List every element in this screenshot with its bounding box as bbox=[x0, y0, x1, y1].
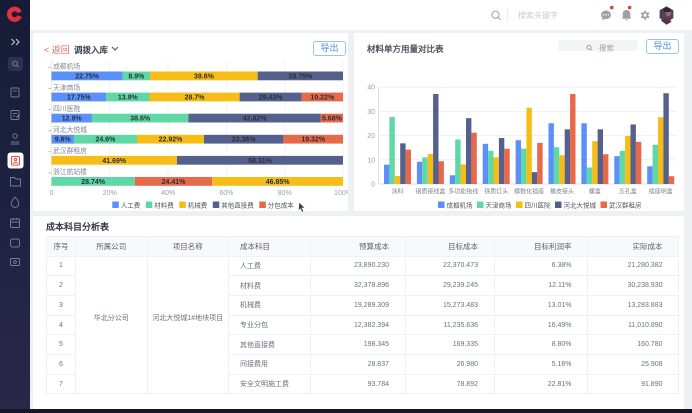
svg-text:浙江航站楼: 浙江航站楼 bbox=[53, 167, 87, 176]
svg-text:24.41%: 24.41% bbox=[162, 179, 187, 186]
svg-text:河北大悦城: 河北大悦城 bbox=[53, 125, 87, 134]
svg-text:螺盒: 螺盒 bbox=[589, 188, 601, 196]
svg-text:12.9%: 12.9% bbox=[62, 116, 83, 123]
svg-text:分包成本: 分包成本 bbox=[268, 201, 295, 210]
svg-text:8.9%: 8.9% bbox=[128, 73, 145, 80]
svg-text:10.22%: 10.22% bbox=[310, 95, 335, 102]
svg-text:28.74%: 28.74% bbox=[81, 179, 106, 186]
svg-text:46.85%: 46.85% bbox=[266, 179, 291, 186]
svg-text:40: 40 bbox=[367, 85, 375, 92]
svg-text:38.6%: 38.6% bbox=[130, 116, 151, 123]
svg-text:多功能拖线: 多功能拖线 bbox=[448, 188, 478, 196]
svg-text:涂料: 涂料 bbox=[391, 188, 403, 196]
svg-text:橡皮接头: 橡皮接头 bbox=[550, 188, 574, 196]
svg-text:22.75%: 22.75% bbox=[75, 73, 100, 80]
svg-text:搜索关键字: 搜索关键字 bbox=[518, 10, 558, 20]
svg-text:0: 0 bbox=[371, 182, 375, 189]
svg-text:机械费: 机械费 bbox=[188, 201, 208, 210]
svg-text:武汉群租房: 武汉群租房 bbox=[53, 146, 87, 155]
svg-text:22.92%: 22.92% bbox=[159, 137, 184, 144]
svg-text:39.6%: 39.6% bbox=[194, 73, 215, 80]
svg-text:成都机场: 成都机场 bbox=[447, 201, 474, 210]
svg-text:5.68%: 5.68% bbox=[322, 116, 343, 123]
svg-text:四川医院: 四川医院 bbox=[525, 201, 552, 210]
svg-text:58.31%: 58.31% bbox=[248, 158, 273, 165]
svg-text:24.6%: 24.6% bbox=[96, 137, 117, 144]
svg-text:9.8%: 9.8% bbox=[55, 137, 72, 144]
svg-text:成都机场: 成都机场 bbox=[53, 62, 80, 71]
svg-text:武汉群租房: 武汉群租房 bbox=[609, 201, 642, 210]
svg-text:铁质灯头: 铁质灯头 bbox=[484, 188, 508, 196]
svg-text:材料费: 材料费 bbox=[154, 201, 174, 210]
svg-text:插座明盒: 插座明盒 bbox=[649, 188, 673, 196]
svg-text:29.43%: 29.43% bbox=[259, 95, 284, 102]
svg-text:13.9%: 13.9% bbox=[118, 95, 139, 102]
svg-text:100%: 100% bbox=[334, 190, 348, 197]
svg-text:19.32%: 19.32% bbox=[301, 137, 326, 144]
svg-text:0: 0 bbox=[50, 190, 54, 197]
svg-text:60%: 60% bbox=[219, 190, 233, 197]
svg-text:17.75%: 17.75% bbox=[67, 95, 92, 102]
svg-text:天津商场: 天津商场 bbox=[53, 83, 80, 92]
svg-text:钢质接线盒: 钢质接线盒 bbox=[415, 188, 445, 196]
svg-text:28.7%: 28.7% bbox=[185, 95, 206, 102]
svg-text:28.75%: 28.75% bbox=[288, 73, 313, 80]
svg-text:41.69%: 41.69% bbox=[102, 158, 127, 165]
svg-text:人工费: 人工费 bbox=[121, 201, 141, 210]
svg-text:天津商场: 天津商场 bbox=[486, 201, 513, 210]
svg-text:20: 20 bbox=[367, 133, 375, 140]
svg-text:23.36%: 23.36% bbox=[232, 137, 257, 144]
svg-text:四川医院: 四川医院 bbox=[53, 104, 80, 113]
svg-text:80%: 80% bbox=[278, 190, 292, 197]
svg-text:搜索: 搜索 bbox=[599, 43, 614, 53]
svg-text:20%: 20% bbox=[103, 190, 117, 197]
svg-text:42.82%: 42.82% bbox=[243, 116, 268, 123]
svg-text:30: 30 bbox=[367, 109, 375, 116]
svg-text:河北大悦城: 河北大悦城 bbox=[564, 201, 597, 210]
svg-text:40%: 40% bbox=[161, 190, 175, 197]
svg-text:10: 10 bbox=[367, 157, 375, 164]
svg-text:其他直接费: 其他直接费 bbox=[221, 201, 254, 210]
svg-text:五孔盒: 五孔盒 bbox=[619, 188, 637, 196]
svg-text:模数化插座: 模数化插座 bbox=[514, 188, 544, 196]
